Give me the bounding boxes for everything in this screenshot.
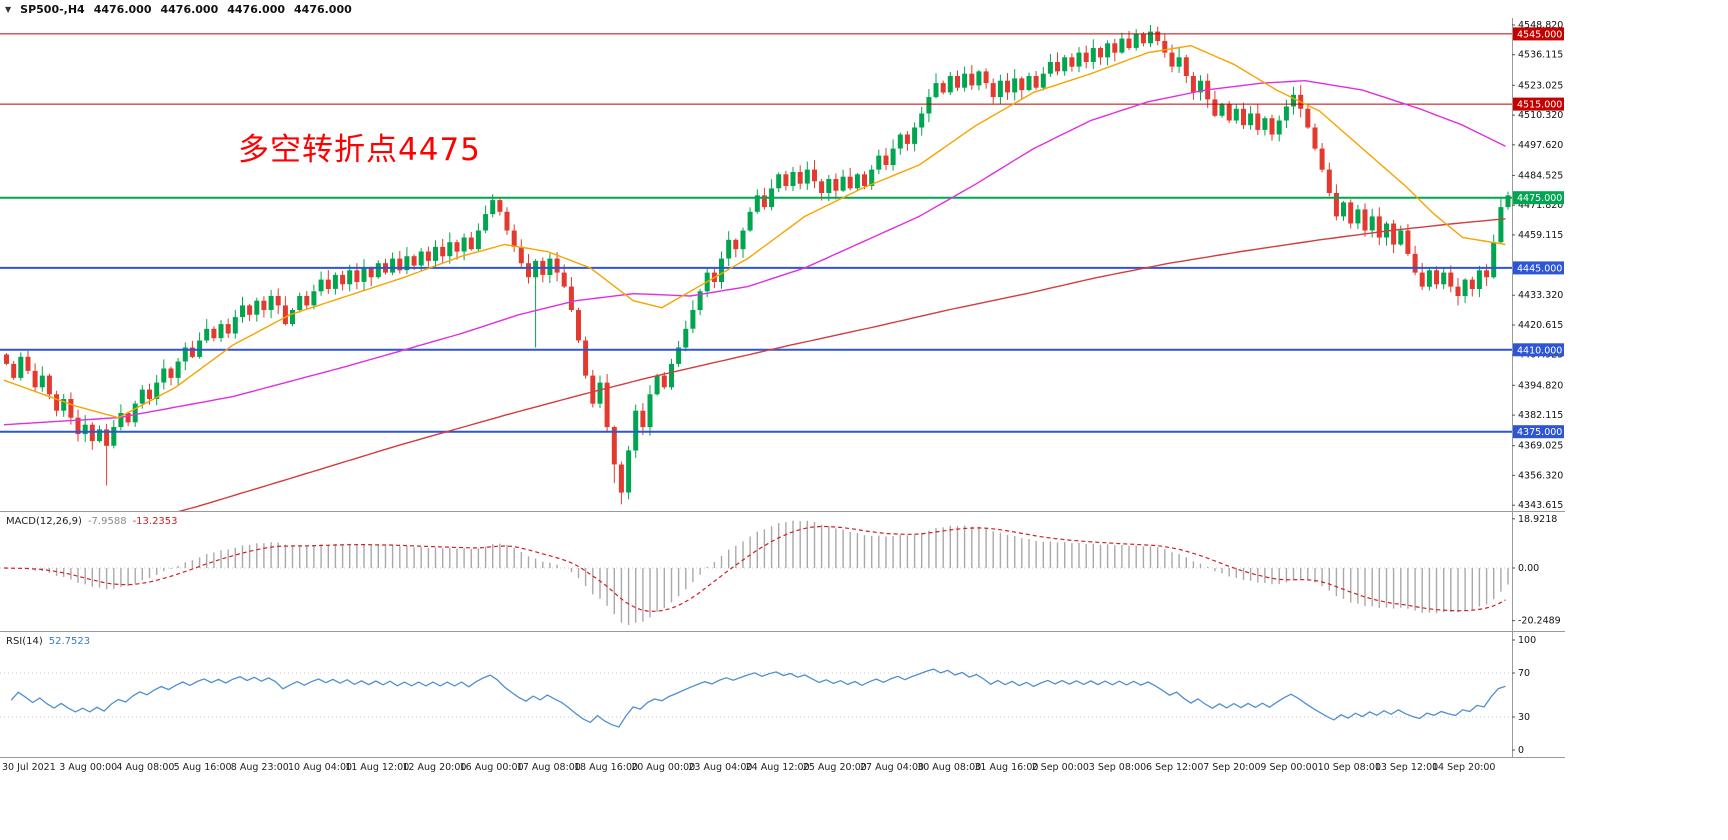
time-label: 14 Sep 20:00: [1432, 762, 1496, 773]
macd-main-value: -7.9588: [87, 516, 127, 527]
rsi-indicator-label: RSI(14) 52.7523: [6, 636, 90, 647]
price-scale-label: 4433.320: [1518, 290, 1563, 301]
time-label: 30 Jul 2021: [2, 762, 56, 773]
time-label: 25 Aug 20:00: [802, 762, 867, 773]
price-open-value: 4476.000: [93, 3, 152, 16]
price-scale-label: 4510.320: [1518, 110, 1563, 121]
chart-title-bar: ▼ SP500-,H4 4476.000 4476.000 4476.000 4…: [5, 2, 352, 17]
price-scale-label: 4459.115: [1518, 230, 1563, 241]
svg-text:4445.000: 4445.000: [1517, 263, 1562, 274]
time-label: 27 Aug 04:00: [860, 762, 925, 773]
time-label: 31 Aug 16:00: [974, 762, 1039, 773]
macd-name: MACD(12,26,9): [6, 516, 82, 527]
price-scale-label: 4497.620: [1518, 140, 1563, 151]
time-label: 3 Sep 08:00: [1088, 762, 1147, 773]
macd-histogram: [12, 520, 1509, 625]
time-label: 2 Sep 00:00: [1031, 762, 1089, 773]
time-label: 16 Aug 00:00: [459, 762, 524, 773]
rsi-line: [10, 668, 1506, 728]
time-label: 6 Sep 12:00: [1146, 762, 1204, 773]
time-label: 20 Aug 00:00: [631, 762, 696, 773]
macd-indicator-label: MACD(12,26,9) -7.9588 -13.2353: [6, 516, 178, 527]
macd-signal-value: -13.2353: [132, 516, 178, 527]
time-label: 11 Aug 12:00: [345, 762, 410, 773]
price-scale-label: 4420.615: [1518, 320, 1563, 331]
price-scale-label: 4536.115: [1518, 50, 1563, 61]
price-badge-4445: 4445.000: [1513, 261, 1564, 275]
price-scale-label: 4343.615: [1518, 500, 1563, 511]
macd-scale-label: 0.00: [1518, 563, 1539, 574]
time-label: 18 Aug 16:00: [574, 762, 639, 773]
price-close-value: 4476.000: [294, 3, 352, 16]
price-scale-label: 4382.115: [1518, 410, 1563, 421]
rsi-scale-label: 70: [1518, 668, 1530, 679]
time-label: 4 Aug 08:00: [116, 762, 175, 773]
symbol-timeframe-label: SP500-,H4: [20, 3, 85, 16]
price-low-value: 4476.000: [227, 3, 286, 16]
time-label: 12 Aug 20:00: [402, 762, 467, 773]
ma-slow-line: [174, 218, 1506, 512]
time-axis[interactable]: 30 Jul 2021 3 Aug 00:00 4 Aug 08:00 5 Aug 1…: [0, 760, 1565, 782]
rsi-scale-label: 30: [1518, 712, 1530, 723]
candlestick-chart[interactable]: 4548.820 4536.115 4523.025 4510.320 4497.620…: [0, 18, 1565, 512]
time-label: 13 Sep 12:00: [1374, 762, 1439, 773]
svg-text:4515.000: 4515.000: [1517, 100, 1562, 111]
rsi-scale-label: 100: [1518, 635, 1536, 646]
price-badge-4410: 4410.000: [1513, 343, 1564, 357]
rsi-panel[interactable]: 100 70 30 0: [0, 632, 1565, 758]
price-scale-label: 4369.025: [1518, 441, 1563, 452]
price-scale-label: 4471.820: [1518, 200, 1563, 211]
time-label: 10 Sep 08:00: [1317, 762, 1382, 773]
time-label: 8 Aug 23:00: [230, 762, 289, 773]
price-scale-label: 4548.820: [1518, 20, 1563, 31]
svg-text:4410.000: 4410.000: [1517, 345, 1562, 356]
time-label: 24 Aug 12:00: [745, 762, 810, 773]
time-label: 5 Aug 16:00: [173, 762, 232, 773]
collapse-arrow-icon[interactable]: ▼: [5, 5, 12, 14]
price-badge-4375: 4375.000: [1513, 425, 1564, 439]
price-badge-4515: 4515.000: [1513, 97, 1564, 111]
macd-scale-label: 18.9218: [1518, 514, 1557, 525]
rsi-scale-label: 0: [1518, 745, 1524, 756]
time-label: 3 Aug 00:00: [59, 762, 118, 773]
time-label: 7 Sep 20:00: [1203, 762, 1261, 773]
svg-text:4375.000: 4375.000: [1517, 427, 1562, 438]
ma-medium-line: [3, 79, 1506, 426]
candles-layer: [4, 25, 1511, 505]
price-high-value: 4476.000: [160, 3, 219, 16]
macd-panel[interactable]: 18.9218 0.00 -20.2489: [0, 512, 1565, 632]
rsi-value: 52.7523: [48, 636, 91, 647]
time-label: 10 Aug 04:00: [288, 762, 353, 773]
time-label: 17 Aug 08:00: [516, 762, 581, 773]
price-scale-label: 4484.525: [1518, 170, 1563, 181]
time-label: 30 Aug 08:00: [917, 762, 982, 773]
rsi-name: RSI(14): [6, 636, 43, 647]
svg-text:4475.000: 4475.000: [1517, 193, 1562, 204]
price-scale-label: 4523.025: [1518, 80, 1563, 91]
macd-signal-line: [3, 525, 1506, 612]
svg-text:4545.000: 4545.000: [1517, 29, 1562, 40]
time-label: 23 Aug 04:00: [688, 762, 753, 773]
time-label: 9 Sep 00:00: [1260, 762, 1318, 773]
macd-scale-label: -20.2489: [1518, 616, 1561, 627]
ma-fast-line: [3, 44, 1506, 419]
price-scale-label: 4394.820: [1518, 380, 1563, 391]
price-badge-4545: 4545.000: [1513, 27, 1564, 41]
price-badge-4475: 4475.000: [1513, 191, 1564, 205]
price-scale-label: 4356.320: [1518, 470, 1563, 481]
